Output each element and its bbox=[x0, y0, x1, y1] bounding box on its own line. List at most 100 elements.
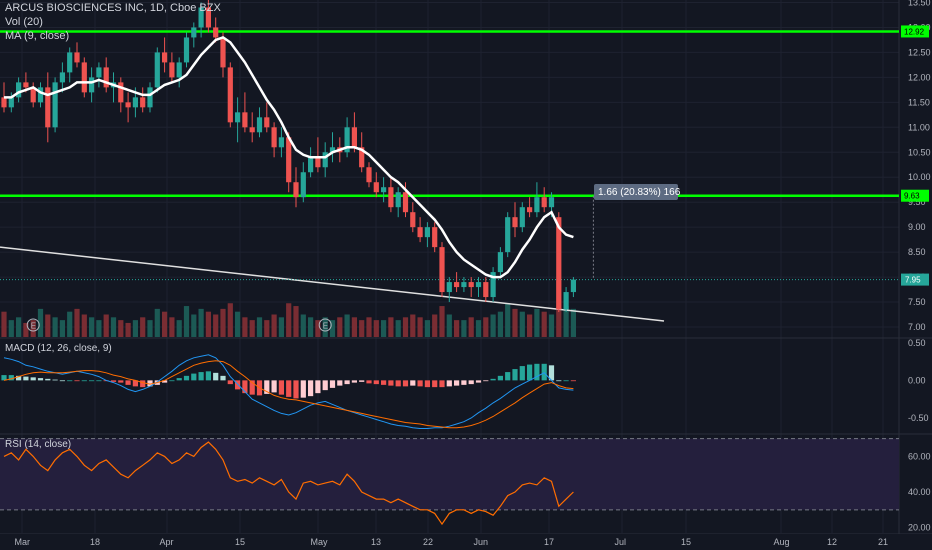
macd-histogram-bar bbox=[432, 380, 438, 388]
price-tick-label: 12.00 bbox=[908, 72, 931, 82]
candle-body bbox=[359, 147, 365, 168]
candle-body bbox=[381, 187, 387, 193]
candle-body bbox=[227, 67, 233, 123]
price-tick-label: 9.00 bbox=[908, 222, 926, 232]
trend-line bbox=[0, 246, 665, 322]
volume-bar bbox=[446, 314, 452, 337]
candle-body bbox=[548, 197, 555, 208]
volume-bar bbox=[278, 317, 284, 337]
measure-label-bg bbox=[594, 184, 678, 200]
price-tick-label: 10.50 bbox=[908, 147, 931, 157]
candle-body bbox=[308, 157, 314, 173]
volume-bar bbox=[490, 314, 496, 337]
macd-line bbox=[3, 354, 574, 429]
macd-histogram-bar bbox=[541, 363, 547, 381]
macd-histogram-bar bbox=[242, 380, 248, 394]
volume-bar bbox=[395, 320, 401, 337]
volume-bar bbox=[344, 314, 350, 337]
rsi-tick-label: 40.00 bbox=[908, 487, 931, 497]
macd-histogram-bar bbox=[315, 380, 321, 394]
candle-body bbox=[264, 117, 270, 128]
candle-body bbox=[271, 127, 277, 148]
last-price-badge: 7.95 bbox=[905, 276, 921, 285]
candle-body bbox=[534, 197, 540, 213]
macd-label: MACD (12, 26, close, 9) bbox=[5, 343, 112, 354]
volume-bar bbox=[52, 317, 58, 337]
macd-histogram-bar bbox=[89, 380, 95, 382]
volume-bar bbox=[103, 314, 109, 337]
candle-body bbox=[89, 77, 95, 93]
volume-bar bbox=[439, 306, 445, 337]
candle-body bbox=[256, 117, 263, 133]
macd-histogram-bar bbox=[461, 380, 467, 385]
macd-histogram-bar bbox=[351, 380, 357, 383]
candle-body bbox=[468, 282, 474, 288]
volume-bar bbox=[125, 322, 131, 337]
candle-body bbox=[541, 197, 547, 208]
candle-body bbox=[432, 227, 438, 248]
candle-body bbox=[512, 217, 518, 228]
volume-bar bbox=[548, 314, 555, 337]
macd-histogram-bar bbox=[395, 380, 401, 387]
candle-body bbox=[132, 97, 138, 108]
rsi-line bbox=[3, 441, 574, 526]
volume-bar bbox=[337, 317, 343, 337]
volume-bar bbox=[183, 306, 190, 337]
volume-bar bbox=[74, 308, 80, 337]
volume-bar bbox=[264, 320, 270, 337]
macd-histogram-bar bbox=[132, 380, 138, 387]
x-tick-label: Mar bbox=[15, 537, 31, 547]
x-tick-label: 15 bbox=[681, 537, 691, 547]
macd-histogram-bar bbox=[110, 380, 117, 382]
volume-bar bbox=[483, 317, 489, 337]
volume-bar bbox=[402, 317, 409, 337]
candle-body bbox=[322, 152, 328, 168]
candle-body bbox=[373, 182, 379, 193]
macd-histogram-bar bbox=[271, 380, 277, 393]
candle-body bbox=[183, 37, 190, 63]
macd-histogram-bar bbox=[81, 380, 87, 382]
volume-bar bbox=[468, 317, 474, 337]
macd-histogram-bar bbox=[16, 375, 22, 381]
volume-bar bbox=[512, 308, 518, 337]
volume-bar bbox=[505, 303, 511, 337]
earnings-event-marker bbox=[318, 318, 332, 332]
macd-histogram-bar bbox=[1, 375, 7, 381]
macd-histogram-bar bbox=[366, 380, 372, 384]
volume-bar bbox=[475, 320, 482, 337]
candle-body bbox=[1, 97, 7, 108]
macd-histogram-bar bbox=[417, 380, 423, 387]
volume-bar bbox=[359, 320, 365, 337]
macd-histogram-bar bbox=[483, 380, 489, 382]
macd-histogram-bar bbox=[45, 378, 51, 381]
candle-body bbox=[59, 72, 65, 83]
candle-body bbox=[461, 282, 467, 288]
volume-bar bbox=[220, 308, 226, 337]
volume-bar bbox=[205, 311, 211, 337]
candle-body bbox=[154, 52, 160, 88]
candle-body bbox=[249, 127, 255, 133]
candle-body bbox=[483, 282, 489, 298]
macd-tick-label: 0.00 bbox=[908, 375, 926, 385]
measure-label: 1.66 (20.83%) 166 bbox=[598, 187, 681, 198]
candle-body bbox=[52, 82, 58, 128]
macd-histogram-bar bbox=[534, 363, 540, 381]
volume-bar bbox=[256, 317, 263, 337]
candle-body bbox=[242, 112, 248, 128]
volume-bar bbox=[461, 320, 467, 337]
volume-bar bbox=[23, 322, 29, 337]
candle-body bbox=[118, 82, 124, 103]
candle-body bbox=[37, 87, 44, 103]
macd-histogram-bar bbox=[519, 366, 525, 381]
candle-body bbox=[220, 37, 226, 68]
volume-bar bbox=[563, 306, 569, 337]
volume-bar bbox=[81, 314, 87, 337]
macd-histogram-bar bbox=[556, 380, 562, 382]
volume-bar bbox=[519, 311, 525, 337]
x-tick-label: 22 bbox=[423, 537, 433, 547]
candle-body bbox=[446, 282, 452, 293]
candle-body bbox=[169, 62, 175, 78]
candle-body bbox=[45, 87, 51, 128]
macd-tick-label: -0.50 bbox=[908, 413, 929, 423]
